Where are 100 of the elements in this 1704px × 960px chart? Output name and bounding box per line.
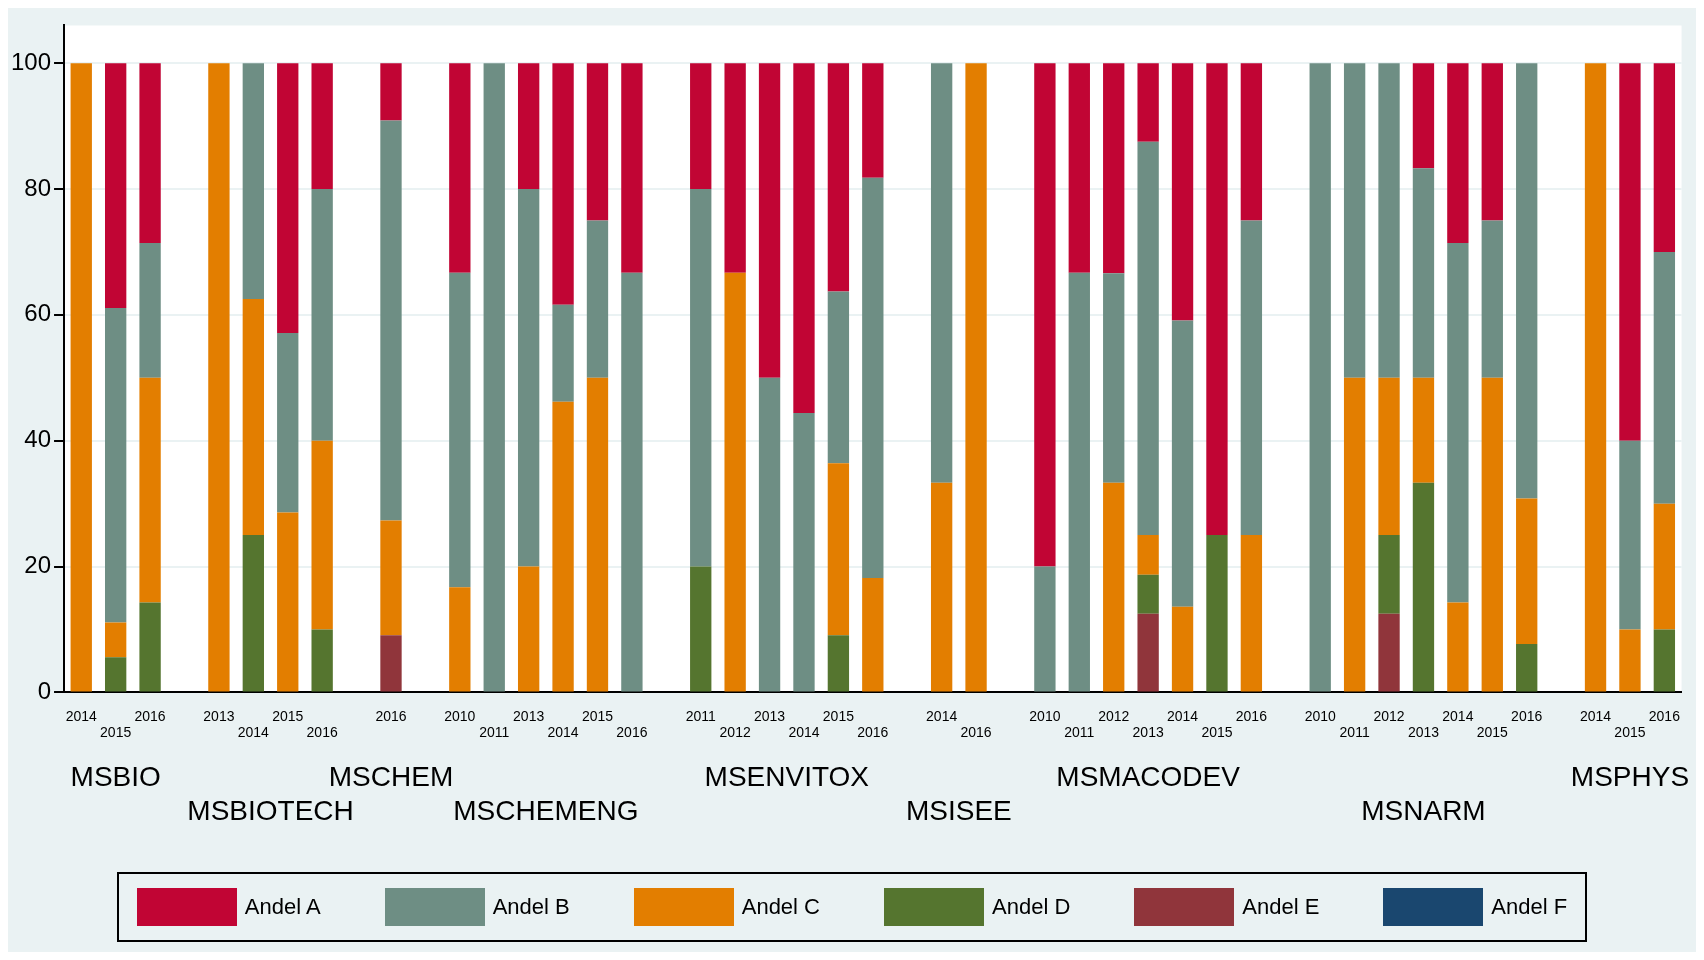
- bar: [862, 177, 884, 578]
- x-tick-label: 2015: [822, 707, 855, 724]
- bar: [1309, 63, 1331, 692]
- bar: [1103, 482, 1125, 692]
- bar: [1206, 535, 1228, 692]
- bar: [105, 307, 127, 623]
- x-tick-label: 2014: [547, 724, 579, 741]
- x-tick-label: 2015: [272, 707, 304, 724]
- bar: [1619, 629, 1641, 692]
- y-tick-label: 0: [37, 677, 52, 705]
- bar: [1653, 503, 1676, 630]
- bar: [483, 63, 505, 692]
- legend-label: Andel E: [1242, 894, 1320, 920]
- bar: [827, 635, 850, 692]
- x-tick-label: 2012: [1373, 707, 1405, 724]
- text: MSISEE: [905, 795, 1012, 827]
- bar: [1412, 168, 1435, 378]
- x-tick-label: 2013: [1132, 724, 1164, 741]
- bar: [1378, 535, 1400, 614]
- x-tick-label: 2014: [1166, 707, 1199, 724]
- x-tick-label: 2010: [1304, 707, 1336, 724]
- bar: [139, 243, 161, 378]
- bar: [552, 401, 574, 692]
- x-tick-label: 2016: [1235, 707, 1268, 724]
- x-tick-label: 2016: [375, 707, 407, 724]
- bar: [690, 189, 712, 567]
- x-tick-label: 2015: [581, 707, 614, 724]
- legend-label: Andel B: [492, 894, 570, 920]
- x-tick-label: 2015: [1201, 724, 1233, 741]
- bar: [793, 413, 815, 692]
- bar: [1378, 63, 1400, 378]
- y-tick-label: 100: [11, 47, 52, 75]
- bar: [242, 63, 264, 300]
- bar: [862, 63, 884, 178]
- bar: [1653, 63, 1676, 252]
- x-tick-label: 2012: [719, 724, 751, 741]
- bar: [827, 63, 850, 292]
- bar: [862, 577, 884, 692]
- bar: [1412, 63, 1435, 169]
- x-tick-label: 2013: [753, 707, 786, 724]
- bar: [517, 189, 540, 567]
- bar: [105, 63, 127, 308]
- legend-label: Andel A: [244, 894, 321, 920]
- bar: [1137, 535, 1159, 575]
- x-tick-label: 2014: [65, 707, 98, 724]
- x-tick-label: 2016: [960, 724, 992, 741]
- bar: [1516, 643, 1538, 692]
- bar: [277, 63, 299, 334]
- legend-label: Andel F: [1491, 894, 1568, 920]
- x-tick-label: 2014: [788, 724, 820, 741]
- y-tick-label: 40: [24, 425, 52, 453]
- bar: [621, 63, 643, 273]
- text: MSCHEMENG: [453, 795, 639, 827]
- bar: [1137, 574, 1159, 614]
- bar: [1240, 63, 1263, 221]
- x-tick-label: 2016: [616, 724, 648, 741]
- bar: [1619, 440, 1641, 630]
- bar: [1343, 377, 1366, 692]
- bar: [758, 377, 781, 692]
- bar: [1378, 613, 1400, 692]
- bar: [139, 602, 161, 692]
- x-tick-label: 2016: [857, 724, 889, 741]
- bar: [827, 463, 850, 636]
- x-tick-label: 2011: [1064, 724, 1095, 741]
- y-tick-label: 20: [24, 551, 52, 579]
- bar: [690, 566, 712, 692]
- bar: [1137, 141, 1159, 536]
- bar: [1137, 613, 1159, 692]
- bar: [1137, 63, 1159, 142]
- text: MSENVITOX: [704, 761, 870, 793]
- bar: [1343, 63, 1366, 378]
- bar: [965, 63, 987, 692]
- bar: [1481, 220, 1503, 378]
- bar: [1481, 377, 1503, 692]
- bar: [690, 63, 712, 189]
- bar: [1206, 63, 1228, 536]
- text: MSBIOTECH: [187, 795, 354, 827]
- x-tick-label: 2010: [1029, 707, 1061, 724]
- x-tick-label: 2015: [100, 724, 132, 741]
- bar: [380, 520, 402, 636]
- legend-label: Andel C: [741, 894, 820, 920]
- bar: [517, 566, 540, 692]
- bar: [1653, 629, 1676, 692]
- bar: [1240, 220, 1263, 536]
- bar: [380, 120, 402, 521]
- bar: [586, 377, 609, 692]
- bar: [724, 272, 746, 692]
- x-tick-label: 2013: [513, 707, 545, 724]
- bar: [1068, 272, 1090, 692]
- bar: [311, 440, 333, 630]
- x-tick-label: 2011: [685, 707, 716, 724]
- x-tick-label: 2014: [1579, 707, 1612, 724]
- bar: [1378, 377, 1400, 536]
- bar: [1619, 63, 1641, 441]
- bar: [1240, 535, 1263, 692]
- bar: [139, 63, 161, 244]
- x-tick-label: 2015: [1614, 724, 1646, 741]
- bar: [1034, 566, 1056, 692]
- bar: [621, 272, 643, 692]
- bar: [449, 587, 471, 692]
